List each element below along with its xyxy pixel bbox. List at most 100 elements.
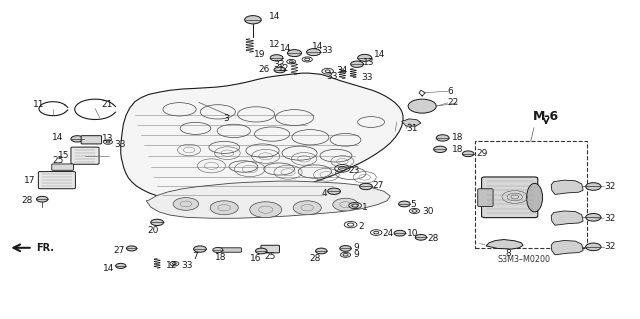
Text: 25: 25	[264, 252, 276, 261]
Text: 15: 15	[58, 151, 70, 160]
FancyBboxPatch shape	[71, 147, 99, 164]
Text: 33: 33	[273, 60, 285, 69]
Text: 28: 28	[21, 196, 33, 205]
FancyBboxPatch shape	[81, 136, 102, 144]
Text: 19: 19	[254, 49, 266, 59]
Text: 18: 18	[452, 145, 463, 154]
Circle shape	[193, 246, 206, 252]
Ellipse shape	[527, 183, 543, 212]
Text: 9: 9	[353, 250, 359, 259]
Circle shape	[434, 146, 447, 152]
Circle shape	[436, 135, 449, 141]
Text: 7: 7	[193, 252, 198, 261]
Text: 18: 18	[452, 133, 463, 142]
Text: 14: 14	[280, 44, 291, 53]
FancyBboxPatch shape	[261, 245, 280, 253]
Circle shape	[316, 248, 327, 254]
FancyBboxPatch shape	[477, 189, 493, 206]
Polygon shape	[121, 73, 403, 201]
Text: 6: 6	[448, 87, 454, 96]
Circle shape	[586, 213, 601, 221]
Circle shape	[244, 16, 261, 24]
Circle shape	[340, 246, 351, 251]
Circle shape	[333, 198, 358, 211]
Circle shape	[274, 67, 285, 73]
Circle shape	[586, 243, 601, 251]
Circle shape	[287, 50, 301, 56]
Circle shape	[36, 196, 48, 202]
Text: 12: 12	[278, 63, 289, 72]
Circle shape	[270, 55, 283, 61]
Text: M-6: M-6	[533, 110, 559, 123]
Text: 31: 31	[406, 124, 418, 133]
Text: 14: 14	[103, 263, 115, 273]
Text: 33: 33	[115, 140, 126, 149]
Text: 33: 33	[362, 73, 373, 82]
Text: 14: 14	[52, 133, 63, 142]
Text: 34: 34	[336, 66, 348, 75]
Circle shape	[586, 183, 601, 190]
Text: 23: 23	[349, 166, 360, 175]
Circle shape	[151, 219, 164, 226]
Text: 26: 26	[259, 65, 270, 74]
Text: 14: 14	[269, 12, 280, 21]
Polygon shape	[551, 180, 583, 195]
Circle shape	[255, 248, 267, 254]
Text: 18: 18	[215, 253, 227, 262]
Text: 33: 33	[326, 72, 338, 81]
Circle shape	[394, 230, 406, 236]
Text: 16: 16	[250, 254, 262, 263]
Text: 20: 20	[147, 226, 158, 234]
Text: 25: 25	[52, 156, 64, 165]
Circle shape	[463, 151, 474, 157]
Polygon shape	[551, 241, 583, 255]
Circle shape	[116, 263, 126, 269]
Text: 32: 32	[604, 182, 616, 191]
Text: 21: 21	[102, 100, 113, 109]
Text: 28: 28	[309, 254, 321, 263]
Circle shape	[328, 188, 340, 195]
Text: 3: 3	[223, 114, 229, 123]
Text: 10: 10	[407, 229, 419, 238]
Polygon shape	[402, 119, 421, 126]
Text: 2: 2	[358, 222, 364, 231]
Circle shape	[351, 61, 364, 67]
Text: 5: 5	[411, 200, 417, 209]
Circle shape	[173, 197, 198, 210]
Text: 17: 17	[24, 176, 36, 185]
Polygon shape	[486, 240, 523, 249]
Text: 11: 11	[33, 100, 44, 109]
Text: 4: 4	[322, 189, 328, 198]
Text: S3M3–M0200: S3M3–M0200	[498, 255, 551, 264]
Polygon shape	[147, 181, 390, 218]
Text: 14: 14	[374, 50, 386, 59]
Circle shape	[250, 202, 282, 218]
FancyBboxPatch shape	[481, 177, 538, 218]
Text: 33: 33	[321, 46, 333, 56]
Circle shape	[360, 183, 372, 190]
Text: 27: 27	[114, 246, 125, 255]
Circle shape	[293, 201, 321, 215]
Text: 9: 9	[353, 243, 359, 252]
Text: 8: 8	[505, 249, 511, 258]
Text: 32: 32	[604, 214, 616, 223]
Circle shape	[210, 201, 238, 215]
Circle shape	[127, 246, 137, 251]
Text: 13: 13	[102, 134, 113, 143]
Circle shape	[307, 49, 321, 56]
Text: 14: 14	[312, 42, 324, 51]
FancyBboxPatch shape	[38, 172, 76, 189]
Text: 32: 32	[604, 242, 616, 251]
Text: 27: 27	[372, 181, 384, 190]
FancyBboxPatch shape	[52, 164, 74, 170]
Circle shape	[399, 201, 410, 207]
Text: 28: 28	[428, 234, 438, 243]
Text: 22: 22	[448, 99, 459, 108]
Text: FR.: FR.	[36, 243, 54, 253]
Text: 24: 24	[383, 229, 394, 238]
Text: 1: 1	[362, 203, 367, 211]
Circle shape	[415, 234, 427, 240]
Bar	[474, 141, 587, 248]
Text: 33: 33	[180, 261, 192, 271]
Polygon shape	[551, 211, 583, 225]
